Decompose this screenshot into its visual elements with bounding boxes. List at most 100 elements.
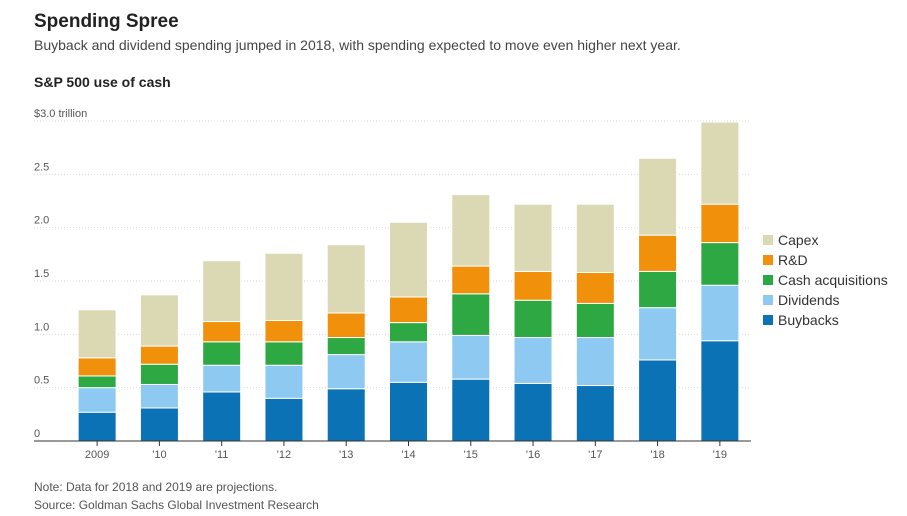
y-tick-label: 1.5	[34, 268, 49, 280]
bar-segment-r-d	[264, 319, 304, 343]
x-tick-label: '17	[588, 449, 602, 461]
bar-segment-capex	[638, 157, 678, 236]
x-tick-label: '18	[650, 449, 664, 461]
page-subtitle: Buyback and dividend spending jumped in …	[34, 37, 681, 53]
bar-segment-r-d	[326, 312, 366, 339]
bar-segment-r-d	[513, 270, 553, 301]
bar-segment-cash-acquisitions	[451, 293, 491, 336]
bar-segment-dividends	[451, 334, 491, 380]
bar-segment-r-d	[451, 265, 491, 295]
bar-stack	[77, 309, 117, 442]
bar-segment-r-d	[700, 203, 740, 244]
x-tick-label: '16	[526, 449, 540, 461]
bar-segment-dividends	[700, 284, 740, 342]
y-tick-label: 1.0	[34, 321, 49, 333]
bar-segment-cash-acquisitions	[389, 322, 428, 343]
bar-segment-r-d	[575, 271, 615, 304]
bar-segment-capex	[202, 260, 242, 323]
bar-segment-capex	[575, 203, 615, 273]
bar-segment-capex	[139, 294, 179, 347]
bar-segment-r-d	[638, 234, 678, 272]
bar-segment-cash-acquisitions	[513, 299, 553, 339]
bar-segment-dividends	[77, 387, 117, 413]
bar-segment-buybacks	[389, 381, 428, 442]
source-note: Source: Goldman Sachs Global Investment …	[34, 498, 319, 512]
bar-segment-dividends	[513, 337, 553, 384]
bar-stack	[326, 244, 366, 442]
bar-segment-buybacks	[513, 382, 553, 442]
legend-swatch	[763, 235, 773, 245]
bar-stack	[575, 203, 615, 442]
bar-segment-capex	[77, 309, 117, 359]
bar-segment-buybacks	[700, 340, 740, 442]
x-tick-label: '13	[339, 449, 353, 461]
bar-stack	[451, 194, 491, 442]
bar-segment-capex	[264, 252, 304, 321]
page-title: Spending Spree	[34, 11, 179, 32]
bar-segment-dividends	[326, 354, 366, 390]
bar-segment-cash-acquisitions	[202, 341, 242, 366]
legend-swatch	[763, 295, 773, 305]
bar-segment-r-d	[77, 357, 117, 377]
gridlines: 0 0.5 1.0 1.5 2.0 2.5 $3.0 trillion	[34, 108, 751, 440]
bar-segment-cash-acquisitions	[326, 337, 366, 356]
bar-stack	[389, 221, 428, 442]
legend-swatch	[763, 275, 773, 285]
legend: Capex R&D Cash acquisitions Dividends Buybac…	[763, 232, 888, 328]
legend-label: Capex	[778, 232, 818, 248]
bar-segment-cash-acquisitions	[139, 363, 179, 385]
legend-label: R&D	[778, 252, 808, 268]
bar-segment-buybacks	[638, 359, 678, 442]
y-tick-label: $3.0 trillion	[34, 108, 87, 120]
x-axis: 2009 '10 '11 '12 '13 '14 '15 '16 '17 '18 '19	[34, 440, 751, 461]
bar-segment-capex	[513, 203, 553, 272]
x-tick-label: '14	[401, 449, 415, 461]
bar-stack	[513, 203, 553, 442]
bar-segment-buybacks	[202, 391, 242, 442]
x-tick-label: '12	[277, 449, 291, 461]
y-tick-label: 0	[34, 428, 40, 440]
legend-item: Cash acquisitions	[763, 272, 888, 288]
y-tick-label: 2.5	[34, 161, 49, 173]
bar-segment-cash-acquisitions	[700, 242, 740, 286]
bar-segment-cash-acquisitions	[77, 375, 117, 389]
projection-note: Note: Data for 2018 and 2019 are project…	[34, 480, 278, 494]
y-tick-label: 2.0	[34, 215, 49, 227]
legend-label: Buybacks	[778, 312, 839, 328]
bar-segment-capex	[700, 121, 740, 205]
bar-segment-dividends	[575, 337, 615, 387]
bar-segment-capex	[389, 221, 428, 298]
bar-stack	[638, 157, 678, 442]
bar-segment-r-d	[389, 296, 428, 324]
legend-swatch	[763, 315, 773, 325]
y-tick-label: 0.5	[34, 375, 49, 387]
bar-stack	[202, 260, 242, 442]
chart-title: S&P 500 use of cash	[34, 74, 171, 90]
bar-segment-dividends	[264, 364, 304, 399]
bar-stack	[264, 252, 304, 442]
legend-item: Capex	[763, 232, 818, 248]
bar-segment-cash-acquisitions	[575, 302, 615, 339]
bar-segment-capex	[451, 194, 491, 267]
x-tick-label: '15	[464, 449, 478, 461]
bar-segment-buybacks	[139, 407, 179, 442]
bar-segment-buybacks	[451, 378, 491, 442]
bar-segment-buybacks	[326, 388, 366, 442]
bar-segment-r-d	[139, 345, 179, 365]
legend-item: Dividends	[763, 292, 839, 308]
bar-stack	[700, 121, 740, 442]
legend-item: Buybacks	[763, 312, 839, 328]
x-tick-label: '19	[713, 449, 727, 461]
bar-stack	[139, 294, 179, 442]
bar-segment-capex	[326, 244, 366, 314]
footnotes: Note: Data for 2018 and 2019 are project…	[34, 478, 319, 514]
legend-label: Cash acquisitions	[778, 272, 888, 288]
bar-segment-r-d	[202, 321, 242, 343]
bar-segment-dividends	[389, 341, 428, 383]
x-tick-label: '11	[215, 449, 229, 461]
legend-item: R&D	[763, 252, 808, 268]
bar-segment-buybacks	[575, 385, 615, 442]
x-tick-label: '10	[152, 449, 166, 461]
bar-segment-buybacks	[264, 397, 304, 442]
